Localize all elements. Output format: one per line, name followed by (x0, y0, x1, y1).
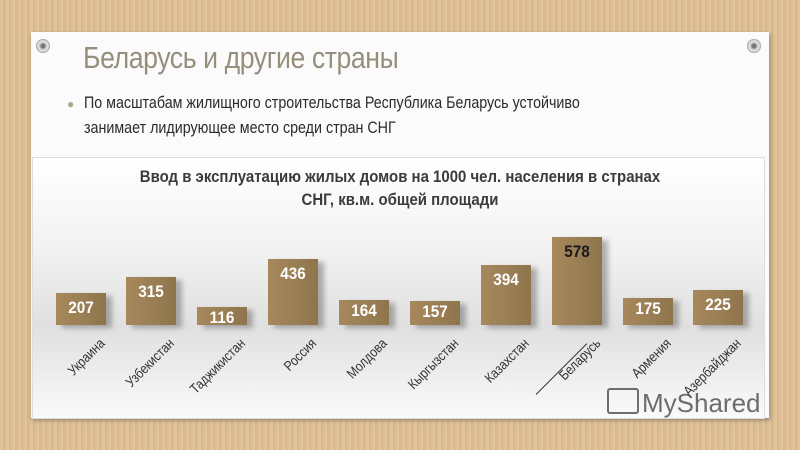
bar-value-label: 578 (564, 242, 590, 261)
bar-value-label: 225 (705, 295, 731, 315)
bar: 394 (481, 264, 531, 325)
bar: 175 (623, 298, 673, 325)
bar-value-label: 436 (280, 263, 306, 283)
bullet-text: По масштабам жилищного строительства Рес… (84, 90, 580, 140)
bar: 225 (693, 290, 743, 325)
watermark: MyShared (642, 388, 761, 418)
bar: 116 (197, 307, 247, 327)
bullet-line-1: По масштабам жилищного строительства Рес… (84, 93, 580, 112)
bullet-line-2: занимает лидирующее место среди стран СН… (84, 118, 396, 137)
grommet-icon (747, 39, 761, 53)
bar: 578 (552, 237, 602, 325)
bar: 157 (410, 300, 460, 325)
chart-title-line-2: СНГ, кв.м. общей площади (301, 190, 499, 209)
bar-value-label: 394 (493, 269, 519, 289)
bullet-icon: ● (67, 97, 75, 111)
slide-title: Беларусь и другие страны (83, 40, 399, 75)
myshared-logo-icon (607, 388, 639, 414)
bar: 207 (56, 293, 106, 325)
bar: 164 (339, 299, 389, 325)
bar: 436 (268, 258, 318, 325)
bar-value-label: 175 (635, 299, 661, 319)
bar-value-label: 207 (68, 298, 94, 318)
bar-value-label: 116 (209, 308, 235, 327)
bar-value-label: 315 (138, 281, 164, 301)
bar-value-label: 157 (422, 301, 448, 321)
bar-value-label: 164 (351, 300, 377, 320)
chart-title: Ввод в эксплуатацию жилых домов на 1000 … (0, 165, 800, 211)
bar: 315 (126, 276, 176, 325)
grommet-icon (36, 39, 50, 53)
chart-title-line-1: Ввод в эксплуатацию жилых домов на 1000 … (139, 167, 661, 186)
